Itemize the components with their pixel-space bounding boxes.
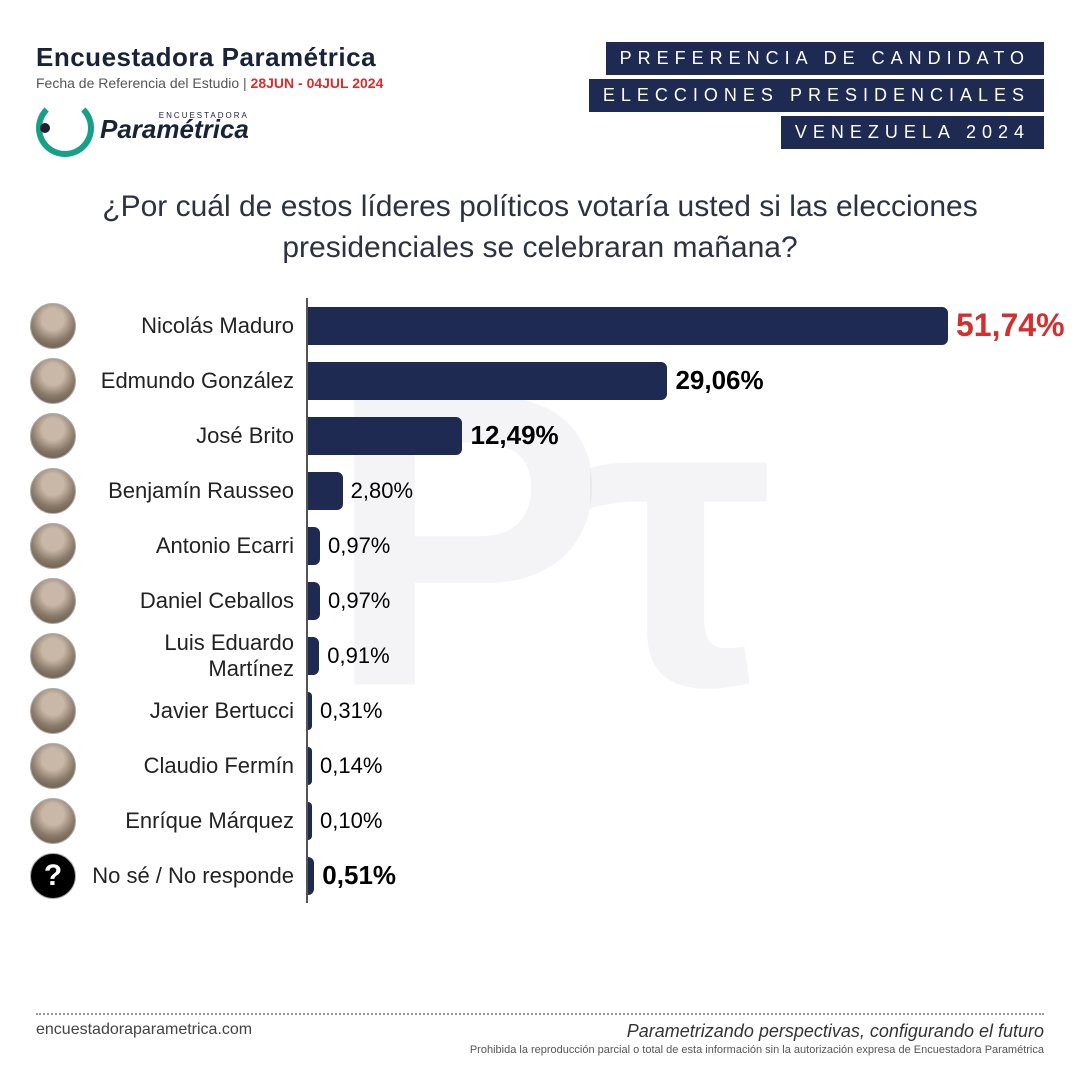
- chart-row: Javier Bertucci 0,31%: [30, 683, 1030, 738]
- bar-area: 0,91%: [306, 628, 1030, 683]
- chart-row: ?No sé / No responde 0,51%: [30, 848, 1030, 903]
- footer: encuestadoraparametrica.com Parametrizan…: [0, 1013, 1080, 1056]
- candidate-name: Luis Eduardo Martínez: [76, 630, 306, 682]
- percent-label: 29,06%: [675, 365, 763, 396]
- percent-label: 12,49%: [470, 420, 558, 451]
- bar: [308, 417, 462, 455]
- candidate-name: Antonio Ecarri: [76, 533, 306, 559]
- chart-row: José Brito 12,49%: [30, 408, 1030, 463]
- bar-area: 2,80%: [306, 463, 1030, 518]
- candidate-name: Nicolás Maduro: [76, 313, 306, 339]
- question-icon: ?: [30, 853, 76, 899]
- chart-row: Edmundo González 29,06%: [30, 353, 1030, 408]
- bar: [308, 362, 667, 400]
- candidate-avatar: [30, 578, 76, 624]
- logo-icon: [36, 99, 94, 157]
- candidate-name: Edmundo González: [76, 368, 306, 394]
- candidate-avatar: [30, 303, 76, 349]
- candidate-name: Enríque Márquez: [76, 808, 306, 834]
- bar-area: 51,74%: [306, 298, 1065, 353]
- percent-label: 0,14%: [320, 753, 382, 779]
- bar: [308, 747, 312, 785]
- percent-label: 2,80%: [351, 478, 413, 504]
- question-text: ¿Por cuál de estos líderes políticos vot…: [80, 187, 1000, 268]
- percent-label: 51,74%: [956, 307, 1065, 344]
- bar: [308, 692, 312, 730]
- title-box-1: PREFERENCIA DE CANDIDATO: [606, 42, 1044, 75]
- question-wrap: ¿Por cuál de estos líderes políticos vot…: [0, 157, 1080, 288]
- bar-area: 0,97%: [306, 518, 1030, 573]
- header: Encuestadora Paramétrica Fecha de Refere…: [0, 0, 1080, 157]
- percent-label: 0,97%: [328, 533, 390, 559]
- divider: [36, 1013, 1044, 1015]
- bar: [308, 472, 343, 510]
- bar-area: 0,31%: [306, 683, 1030, 738]
- candidate-name: Benjamín Rausseo: [76, 478, 306, 504]
- bar-chart: Nicolás Maduro51,74%Edmundo González29,0…: [0, 288, 1080, 903]
- bar-area: 0,10%: [306, 793, 1030, 848]
- header-left: Encuestadora Paramétrica Fecha de Refere…: [36, 42, 383, 157]
- slogan: Parametrizando perspectivas, configurand…: [470, 1021, 1044, 1042]
- bar-area: 12,49%: [306, 408, 1030, 463]
- header-right: PREFERENCIA DE CANDIDATO ELECCIONES PRES…: [589, 42, 1044, 153]
- bar: [308, 637, 319, 675]
- site-url: encuestadoraparametrica.com: [36, 1021, 252, 1039]
- bar-area: 29,06%: [306, 353, 1030, 408]
- reference-date: 28JUN - 04JUL 2024: [251, 75, 384, 91]
- reference-line: Fecha de Referencia del Estudio | 28JUN …: [36, 75, 383, 91]
- bar: [308, 582, 320, 620]
- bar: [308, 527, 320, 565]
- logo: ENCUESTADORA Paramétrica: [36, 99, 383, 157]
- percent-label: 0,91%: [327, 643, 389, 669]
- title-box-3: VENEZUELA 2024: [781, 116, 1044, 149]
- percent-label: 0,51%: [322, 860, 396, 891]
- bar: [308, 802, 312, 840]
- candidate-name: No sé / No responde: [76, 863, 306, 889]
- title-box-2: ELECCIONES PRESIDENCIALES: [589, 79, 1044, 112]
- logo-text: Paramétrica: [100, 114, 249, 144]
- chart-row: Nicolás Maduro51,74%: [30, 298, 1030, 353]
- candidate-name: Daniel Ceballos: [76, 588, 306, 614]
- chart-row: Enríque Márquez 0,10%: [30, 793, 1030, 848]
- bar-area: 0,14%: [306, 738, 1030, 793]
- chart-row: Claudio Fermín 0,14%: [30, 738, 1030, 793]
- candidate-avatar: [30, 468, 76, 514]
- bar: [308, 857, 314, 895]
- bar: [308, 307, 948, 345]
- candidate-avatar: [30, 523, 76, 569]
- candidate-avatar: [30, 743, 76, 789]
- percent-label: 0,97%: [328, 588, 390, 614]
- bar-area: 0,97%: [306, 573, 1030, 628]
- candidate-avatar: [30, 413, 76, 459]
- candidate-name: José Brito: [76, 423, 306, 449]
- chart-row: Luis Eduardo Martínez 0,91%: [30, 628, 1030, 683]
- candidate-avatar: [30, 358, 76, 404]
- candidate-avatar: [30, 688, 76, 734]
- percent-label: 0,10%: [320, 808, 382, 834]
- reference-label: Fecha de Referencia del Estudio |: [36, 75, 251, 91]
- org-name: Encuestadora Paramétrica: [36, 42, 383, 73]
- chart-row: Benjamín Rausseo 2,80%: [30, 463, 1030, 518]
- chart-row: Daniel Ceballos 0,97%: [30, 573, 1030, 628]
- bar-area: 0,51%: [306, 848, 1030, 903]
- candidate-avatar: [30, 633, 76, 679]
- candidate-avatar: [30, 798, 76, 844]
- candidate-name: Claudio Fermín: [76, 753, 306, 779]
- copyright: Prohibida la reproducción parcial o tota…: [470, 1044, 1044, 1056]
- percent-label: 0,31%: [320, 698, 382, 724]
- candidate-name: Javier Bertucci: [76, 698, 306, 724]
- chart-row: Antonio Ecarri 0,97%: [30, 518, 1030, 573]
